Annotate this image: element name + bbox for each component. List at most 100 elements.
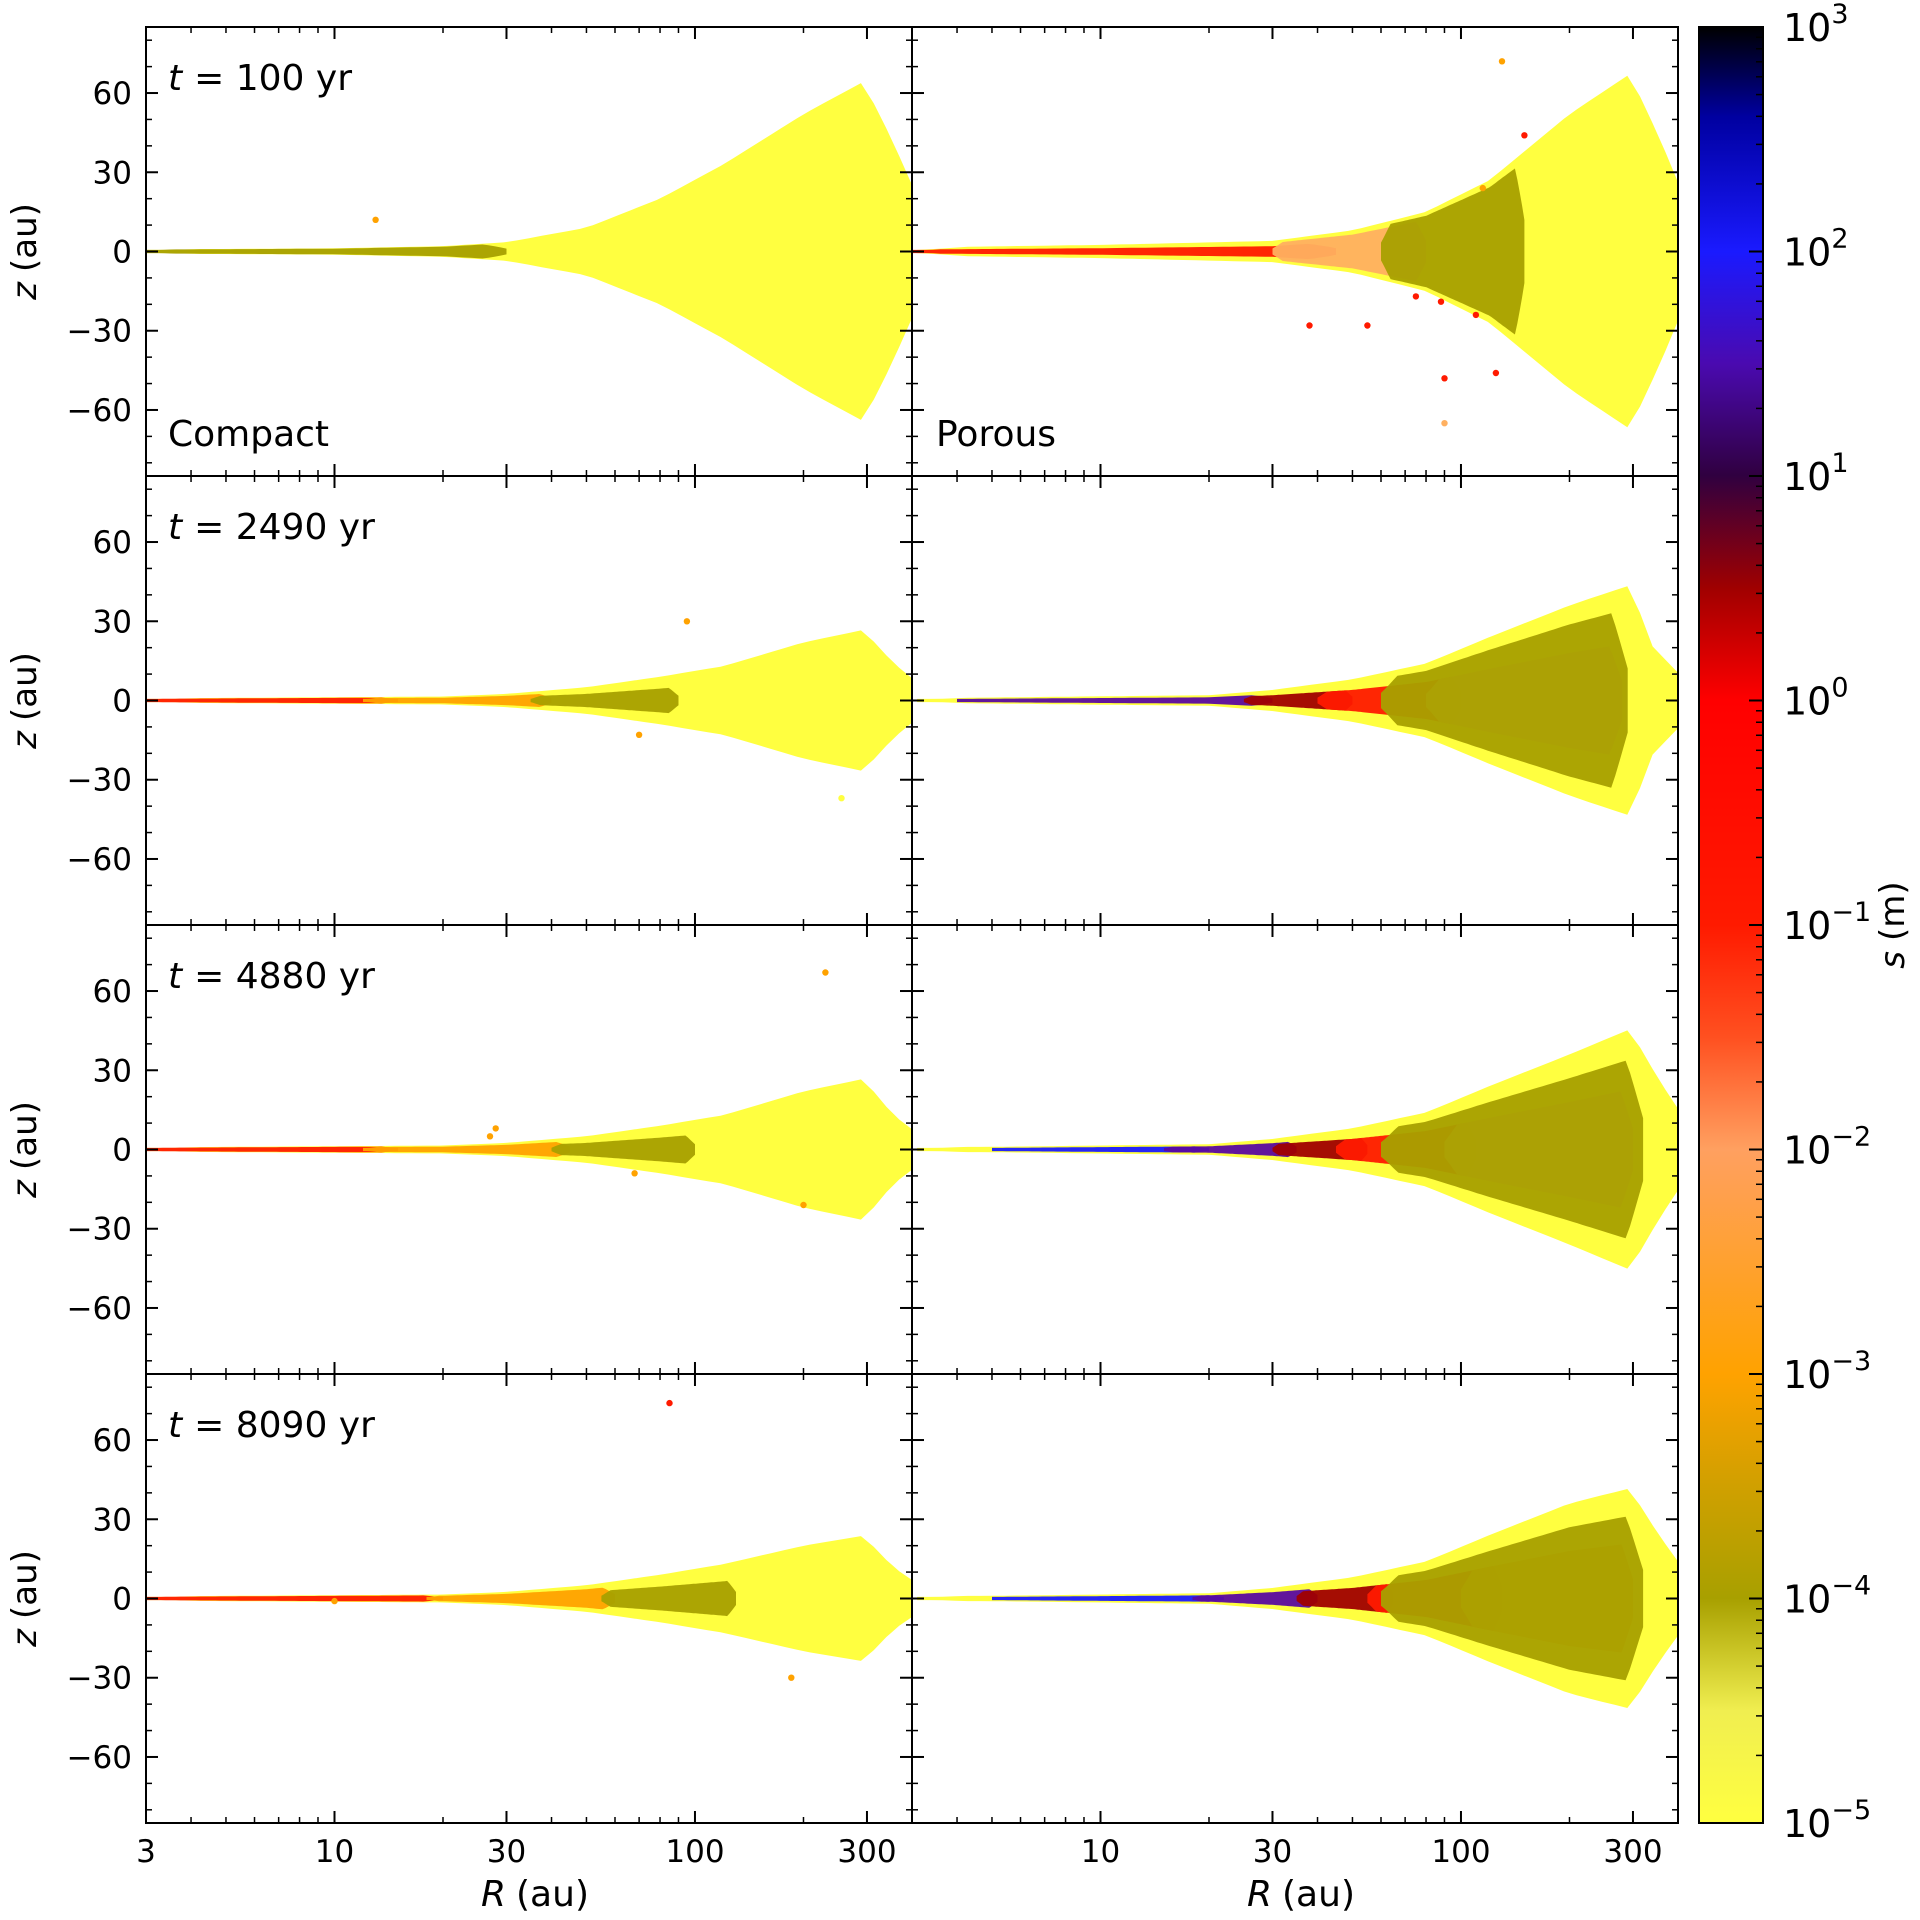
x-tick-label: 100 bbox=[1431, 1834, 1490, 1870]
particle-band-purple bbox=[1192, 1589, 1318, 1608]
outlier-point bbox=[486, 1133, 494, 1140]
y-tick-label: 0 bbox=[112, 684, 132, 720]
outlier-point bbox=[1472, 311, 1480, 319]
y-tick-label: 0 bbox=[112, 1582, 132, 1618]
outlier-point bbox=[1412, 293, 1420, 300]
y-tick-label: −60 bbox=[67, 1740, 132, 1776]
y-axis-row-3: 60 30 0 −30 −60 z(au) bbox=[5, 1423, 132, 1776]
particle-band-orange bbox=[363, 694, 552, 707]
x-tick-label: 10 bbox=[315, 1834, 354, 1870]
particle-band-blue bbox=[992, 1146, 1209, 1153]
outlier-point bbox=[1521, 132, 1528, 139]
column-label-porous: Porous bbox=[936, 414, 1056, 455]
y-tick-label: −30 bbox=[67, 1661, 132, 1697]
panel-porous-100 bbox=[912, 58, 1678, 428]
outlier-point bbox=[1441, 375, 1448, 382]
outlier-point bbox=[1306, 322, 1313, 329]
particle-band-orange bbox=[363, 1142, 570, 1157]
y-axis-row-0: 60 30 0 −30 −60 z(au) bbox=[5, 76, 132, 429]
outlier-point bbox=[683, 618, 691, 625]
colorbar-tick-label: 102 bbox=[1783, 224, 1849, 275]
outlier-point bbox=[631, 1170, 638, 1177]
x-tick-label: 30 bbox=[1253, 1834, 1292, 1870]
outlier-point bbox=[788, 1674, 795, 1681]
particle-cloud-yellow bbox=[146, 83, 912, 420]
time-label-row-0: t = 100 yr bbox=[168, 58, 352, 99]
panel-compact-8090 bbox=[146, 1399, 912, 1681]
particle-band-purple bbox=[957, 695, 1273, 706]
panels bbox=[146, 58, 1678, 1708]
outlier-point bbox=[635, 731, 643, 738]
outlier-point bbox=[331, 1597, 338, 1605]
y-tick-label: −30 bbox=[67, 314, 132, 350]
y-tick-label: −60 bbox=[67, 1291, 132, 1327]
particle-band-olive bbox=[1381, 1060, 1644, 1239]
y-tick-label: 60 bbox=[93, 76, 132, 112]
colorbar-tick-label: 10−2 bbox=[1783, 1122, 1871, 1173]
y-tick-label: 30 bbox=[93, 155, 132, 191]
outlier-point bbox=[1492, 369, 1500, 377]
particle-band-olive bbox=[601, 1580, 736, 1617]
panel-compact-4880 bbox=[146, 969, 912, 1220]
colorbar-tick-label: 100 bbox=[1783, 673, 1849, 724]
particle-band-dark_red bbox=[1296, 1584, 1394, 1613]
y-axis-label: z(au) bbox=[5, 652, 45, 750]
y-tick-label: −60 bbox=[67, 842, 132, 878]
outlier-point bbox=[1441, 420, 1448, 427]
panel-compact-100 bbox=[146, 83, 912, 420]
y-axis-row-1: 60 30 0 −30 −60 z(au) bbox=[5, 525, 132, 878]
y-tick-label: −60 bbox=[67, 393, 132, 429]
outlier-point bbox=[1364, 322, 1371, 329]
x-tick-label: 3 bbox=[136, 1834, 156, 1870]
particle-band-olive bbox=[530, 687, 679, 714]
particle-band-olive bbox=[146, 244, 507, 259]
y-tick-label: 60 bbox=[93, 525, 132, 561]
x-axis-label: R (au) bbox=[1247, 1874, 1355, 1915]
y-tick-label: 60 bbox=[93, 1423, 132, 1459]
particle-band-red bbox=[912, 243, 1336, 260]
y-tick-label: 0 bbox=[112, 235, 132, 271]
x-axis-col-0: 3 10 30 100 300 R (au) bbox=[136, 1834, 896, 1915]
colorbar-tick-label: 101 bbox=[1783, 448, 1849, 499]
outlier-point bbox=[372, 216, 379, 223]
particle-band-blue bbox=[992, 1595, 1224, 1602]
panel-porous-8090 bbox=[917, 1489, 1678, 1708]
outlier-point bbox=[1437, 298, 1445, 305]
colorbar-tick-label: 10−4 bbox=[1783, 1571, 1871, 1622]
particle-band-olive bbox=[1381, 1516, 1644, 1681]
y-tick-label: 30 bbox=[93, 1053, 132, 1089]
outlier-point bbox=[838, 795, 845, 802]
x-tick-label: 300 bbox=[837, 1834, 896, 1870]
y-tick-label: −30 bbox=[67, 763, 132, 799]
outlier-point bbox=[800, 1201, 807, 1209]
y-axis-label: z(au) bbox=[5, 1550, 45, 1648]
x-axis-label: R (au) bbox=[481, 1874, 589, 1915]
colorbar-tick-label: 10−3 bbox=[1783, 1346, 1871, 1397]
particle-band-orange bbox=[426, 1587, 615, 1610]
column-label-compact: Compact bbox=[168, 414, 329, 455]
time-label-row-3: t = 8090 yr bbox=[168, 1405, 375, 1446]
time-label-row-2: t = 4880 yr bbox=[168, 956, 375, 997]
outlier-point bbox=[1498, 58, 1506, 65]
y-tick-label: 60 bbox=[93, 974, 132, 1010]
colorbar: 103 102 101 100 10−1 10−2 10−3 10−4 10−5 s(m) bbox=[1698, 0, 1913, 1846]
y-tick-label: 30 bbox=[93, 604, 132, 640]
colorbar-tick-label: 10−1 bbox=[1783, 897, 1871, 948]
panel-compact-2490 bbox=[146, 618, 912, 802]
particle-band-red bbox=[146, 1146, 398, 1153]
colorbar-tick-label: 103 bbox=[1783, 0, 1849, 50]
particle-band-red bbox=[146, 1595, 443, 1602]
panel-porous-2490 bbox=[917, 586, 1678, 815]
outlier-point bbox=[822, 969, 829, 976]
y-tick-label: −30 bbox=[67, 1212, 132, 1248]
x-tick-label: 100 bbox=[665, 1834, 724, 1870]
colorbar-label: s(m) bbox=[1873, 881, 1913, 968]
y-tick-label: 0 bbox=[112, 1133, 132, 1169]
x-tick-label: 10 bbox=[1081, 1834, 1120, 1870]
axes-r3-c1 bbox=[911, 1373, 1679, 1824]
y-tick-label: 30 bbox=[93, 1502, 132, 1538]
panel-porous-4880 bbox=[917, 1030, 1678, 1269]
outlier-point bbox=[666, 1399, 673, 1407]
time-label-row-1: t = 2490 yr bbox=[168, 507, 375, 548]
